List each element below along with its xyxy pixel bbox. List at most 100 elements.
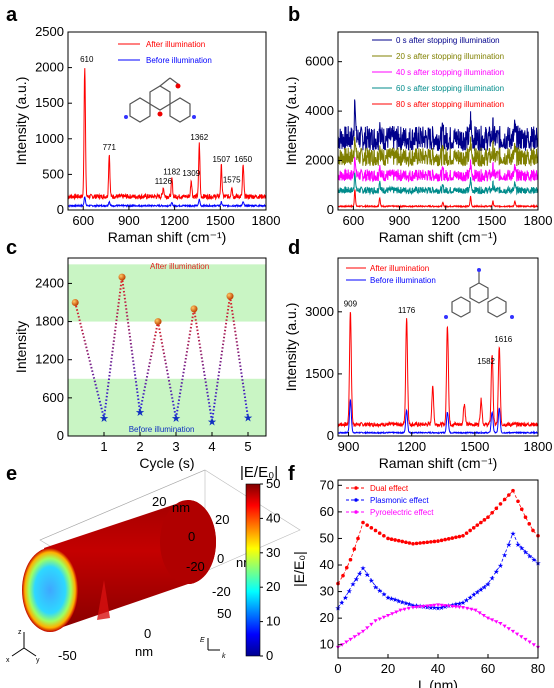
field-triad: [207, 638, 220, 651]
highlight-band-0: [68, 378, 266, 436]
field-map-e: 20 nm 0 -20 20 0 -20 50 0 -50 nm nm z x …: [6, 464, 301, 664]
series-1-point: ★: [522, 549, 528, 557]
series-2-point: [348, 637, 353, 642]
x-tick-label: 600: [343, 213, 365, 228]
series-2-point: [356, 632, 361, 637]
series-1-point: ★: [493, 568, 499, 576]
series-1-point: ★: [478, 586, 484, 594]
series-1-point: ★: [485, 581, 491, 589]
e-x-tick-2: -50: [58, 648, 77, 663]
series-2-point: [498, 621, 503, 626]
point-after-illumination: [118, 273, 126, 281]
series-1-point: ★: [527, 552, 533, 560]
y-tick-label: 40: [320, 557, 334, 572]
y-axis-label: Intensity (a.u.): [283, 303, 299, 392]
panel-label-a: a: [6, 4, 18, 26]
series-2-point: [432, 603, 437, 608]
peak-label: 909: [344, 300, 358, 309]
series-0-point: [475, 523, 480, 527]
cycle-connector: [139, 321, 159, 413]
series-0-point: [425, 540, 430, 545]
y-tick-label: 2000: [35, 60, 64, 75]
series-0-point: [519, 507, 524, 512]
series-1-point: ★: [396, 597, 402, 605]
panel-label-d: d: [288, 237, 300, 259]
series-2-point: [421, 604, 426, 609]
series-line-1: [337, 398, 539, 435]
series-2-point: [373, 619, 378, 623]
peak-label: 1575: [223, 176, 241, 185]
series-2-point: [402, 607, 407, 612]
molecule-structure-a: [124, 77, 196, 123]
series-0-point: [486, 515, 490, 519]
series-0-point: [479, 520, 483, 525]
series-0-point: [348, 557, 353, 562]
series-0-point: [490, 510, 494, 515]
series-2-point: [523, 637, 528, 642]
chart-f-frame: [337, 479, 539, 659]
point-before-illumination: ★: [99, 413, 109, 425]
series-0-point: [468, 528, 472, 533]
point-after-illumination: [154, 318, 162, 326]
series-line-1: [337, 532, 539, 608]
series-2-point: [481, 613, 486, 618]
y-tick-label: 0: [327, 202, 334, 217]
series-0-point: [464, 531, 469, 535]
y-tick-label: 3000: [305, 304, 334, 319]
series-0-point: [418, 541, 422, 545]
chart-a: 600 900 1200 1500 1800 0 500 1000 1500 2000 2500 Ra…: [13, 24, 280, 245]
cycle-connector: [121, 276, 141, 412]
legend-label-1: Before illumination: [146, 56, 212, 65]
triad-e: E: [200, 637, 205, 644]
e-y-tick-0: 20: [215, 512, 229, 527]
series-0-point: [429, 540, 433, 544]
y-tick-label: 30: [320, 584, 334, 599]
series-1-point: ★: [456, 600, 462, 608]
peak-label: 1126: [155, 177, 173, 186]
e-y-tick-1: 0: [217, 551, 224, 566]
triad-y: y: [36, 657, 40, 664]
cycle-connector: [229, 295, 249, 418]
series-1-point: ★: [519, 545, 525, 553]
series-1-point: ★: [515, 541, 521, 549]
colorbar-tick-label: 40: [266, 510, 280, 525]
series-0-point: [432, 539, 437, 544]
series-2-point: [428, 604, 433, 608]
chart-c-frame: [67, 257, 267, 437]
series-1-point: ★: [460, 599, 466, 607]
series-1-point: ★: [388, 595, 394, 603]
series-line-1: [337, 136, 539, 168]
point-before-illumination: ★: [243, 413, 253, 425]
series-1-point: ★: [385, 594, 391, 602]
series-2-point: [369, 622, 374, 627]
series-1-point: ★: [453, 601, 459, 609]
x-tick-label: 60: [481, 661, 495, 676]
series-2-point: [502, 624, 507, 629]
colorbar-tick-label: 50: [266, 476, 280, 491]
series-line-0: [337, 489, 539, 584]
series-line-0: [337, 312, 539, 429]
series-2-point: [418, 605, 423, 609]
e-z-tick-0: 20: [152, 494, 166, 509]
series-1-point: ★: [435, 605, 441, 613]
cylinder-end: [160, 500, 216, 584]
peak-label: 610: [80, 55, 94, 64]
series-0-point: [369, 526, 374, 530]
y-tick-label: 1500: [35, 95, 64, 110]
e-x-tick-1: 0: [144, 626, 151, 641]
series-0-point: [386, 536, 390, 541]
series-0-point: [461, 533, 465, 538]
legend-label-2: 40 s after stopping illumination: [396, 68, 504, 77]
series-0-point: [527, 522, 532, 526]
chart-a-frame: [67, 31, 267, 211]
before-illumination-label: Before illumination: [129, 425, 195, 434]
series-2-point: [453, 605, 458, 609]
legend-label-0: Dual effect: [370, 484, 409, 493]
cycle-connector: [157, 321, 177, 419]
series-1-point: ★: [428, 604, 434, 612]
chart-b: 600 900 1200 1500 1800 0 2000 4000 6000 Raman shi…: [283, 31, 552, 245]
series-0-point: [414, 541, 419, 546]
peak-label: 1616: [494, 335, 512, 344]
series-1-point: ★: [502, 551, 508, 559]
y-axis-label: Intensity (a.u.): [13, 77, 29, 166]
